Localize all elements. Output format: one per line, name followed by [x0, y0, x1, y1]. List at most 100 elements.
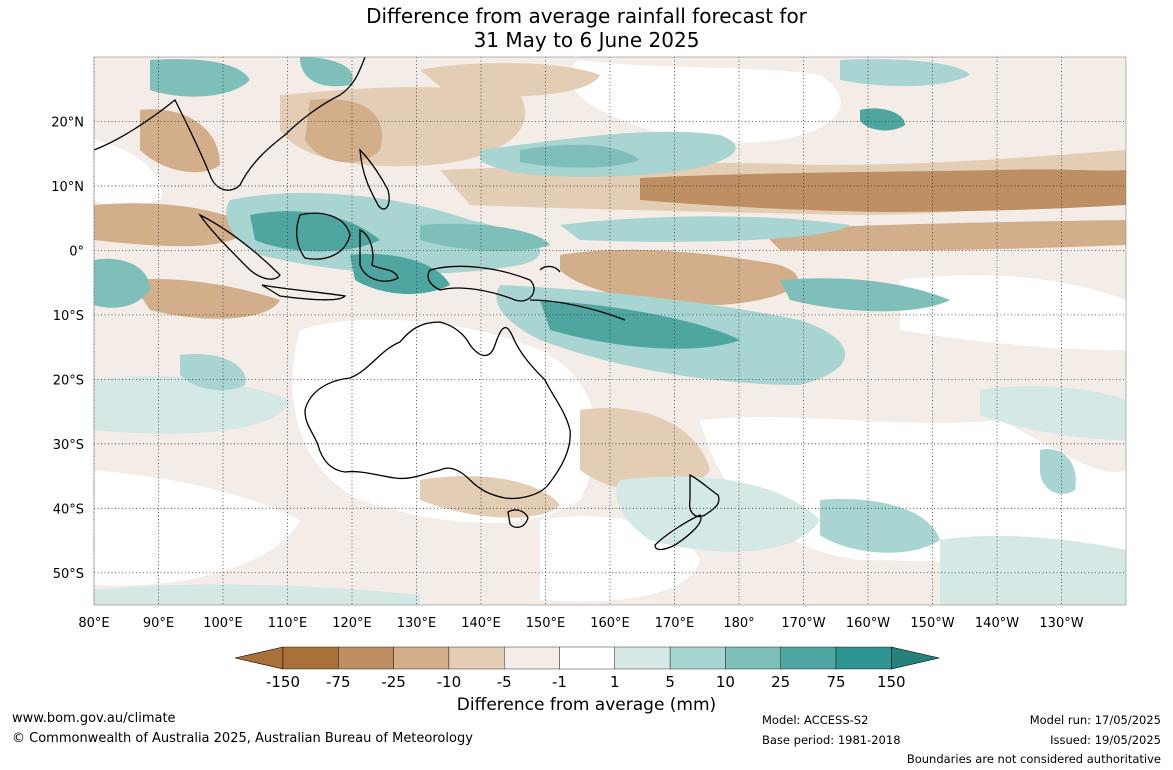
colorbar-tick-label: -75 — [326, 673, 351, 691]
wet-area — [420, 223, 550, 252]
dry-area — [580, 408, 710, 493]
latitude-tick-label: 10°S — [53, 309, 84, 324]
website-link[interactable]: www.bom.gov.au/climate — [12, 711, 176, 726]
longitude-tick-label: 90°E — [143, 616, 174, 631]
longitude-tick-label: 170°E — [655, 616, 695, 631]
australia-coastline — [304, 321, 571, 500]
wet-area — [820, 499, 940, 553]
colorbar-segment — [504, 646, 560, 670]
latitude-tick-label: 30°S — [53, 438, 84, 453]
longitude-tick-label: 140°W — [975, 616, 1019, 631]
wet-area — [560, 216, 850, 242]
longitude-tick-label: 80°E — [78, 616, 109, 631]
longitude-tick-label: 150°W — [910, 616, 954, 631]
new-guinea-coastline — [427, 265, 535, 302]
wet-area-light — [616, 476, 820, 552]
colorbar-extend-high — [890, 646, 940, 670]
longitude-tick-label: 180° — [723, 616, 754, 631]
latitude-tick-label: 20°S — [53, 373, 84, 388]
colorbar-title: Difference from average (mm) — [456, 695, 717, 715]
near-zero-area — [94, 470, 300, 586]
map-title: Difference from average rainfall forecas… — [0, 4, 1173, 52]
colorbar-segment — [780, 646, 837, 670]
solomon-islands-coastline — [529, 299, 626, 321]
latitude-tick-label: 40°S — [53, 502, 84, 517]
colorbar-tick-label: -10 — [437, 673, 462, 691]
longitude-tick-label: 150°E — [526, 616, 566, 631]
near-zero-area — [569, 60, 841, 143]
wet-area-strong — [860, 108, 905, 131]
colorbar-segment — [835, 646, 892, 670]
colorbar-segment — [393, 646, 450, 670]
colorbar-tick-label: -25 — [381, 673, 406, 691]
philippines-coastline — [359, 148, 390, 210]
copyright-text: © Commonwealth of Australia 2025, Austra… — [12, 731, 473, 746]
colorbar-extend-low — [234, 646, 284, 670]
title-line-2: 31 May to 6 June 2025 — [473, 28, 700, 52]
sulawesi-coastline — [359, 228, 399, 282]
longitude-tick-label: 140°E — [461, 616, 501, 631]
longitude-tick-label: 130°E — [397, 616, 437, 631]
latitude-tick-label: 50°S — [53, 567, 84, 582]
colorbar-segment — [338, 646, 394, 670]
longitude-tick-label: 120°E — [332, 616, 372, 631]
colorbar-tick-label: -5 — [497, 673, 512, 691]
base-period: Base period: 1981-2018 — [762, 733, 901, 747]
near-zero-area — [94, 140, 162, 206]
wet-area-light — [940, 535, 1126, 605]
wet-area-light — [94, 376, 290, 434]
colorbar-tick-label: -150 — [266, 673, 300, 691]
colorbar-tick-label: 150 — [877, 673, 906, 691]
tasmania-coastline — [507, 509, 529, 529]
near-zero-area — [900, 275, 1126, 350]
title-line-1: Difference from average rainfall forecas… — [366, 4, 807, 28]
wet-area-strong — [540, 300, 740, 349]
colorbar-segment — [559, 646, 615, 670]
longitude-labels: 80°E 90°E 100°E 110°E 120°E 130°E 140°E 150°E 16… — [78, 616, 1083, 631]
wet-area-light — [94, 584, 420, 605]
wet-area — [180, 354, 246, 391]
colorbar-segment — [282, 646, 339, 670]
wet-area — [150, 59, 250, 97]
colorbar-segment — [614, 646, 671, 670]
dry-area — [140, 109, 220, 173]
map-frame — [93, 56, 1127, 606]
coastlines — [94, 57, 720, 551]
dry-area — [560, 249, 798, 305]
dry-area — [94, 203, 250, 247]
model-run-date: Model run: 17/05/2025 — [1029, 713, 1161, 727]
borneo-coastline — [296, 212, 351, 260]
latitude-labels: 20°N 10°N 0° 10°S 20°S 30°S 40°S 50°S — [51, 115, 84, 581]
colorbar-tick-label: 5 — [665, 673, 675, 691]
colorbar-tick-label: -1 — [552, 673, 567, 691]
latitude-tick-label: 10°N — [51, 180, 84, 195]
near-zero-area — [292, 319, 597, 524]
model-name: Model: ACCESS-S2 — [762, 713, 869, 727]
wet-area-light — [980, 385, 1126, 440]
colorbar-tick-label: 10 — [716, 673, 735, 691]
latitude-tick-label: 0° — [69, 244, 84, 259]
dry-band — [760, 220, 1126, 251]
wet-area — [94, 258, 150, 308]
colorbar-tick-label: 25 — [771, 673, 790, 691]
wet-area — [840, 59, 970, 87]
colorbar-segment — [669, 646, 726, 670]
asia-coastline — [94, 57, 366, 191]
longitude-tick-label: 160°W — [846, 616, 890, 631]
gridlines — [93, 57, 1126, 605]
longitude-tick-label: 100°E — [203, 616, 243, 631]
boundary-disclaimer: Boundaries are not considered authoritat… — [906, 752, 1161, 766]
colorbar-segment — [725, 646, 781, 670]
dry-area — [420, 63, 600, 97]
dry-area — [130, 279, 280, 319]
dry-area — [420, 476, 560, 518]
nz-south-island-coastline — [654, 514, 702, 551]
colorbar-segment — [448, 646, 505, 670]
wet-area — [780, 278, 950, 312]
new-ireland-coastline — [539, 265, 561, 273]
longitude-tick-label: 110°E — [268, 616, 308, 631]
wet-area — [1040, 449, 1076, 494]
dry-band-strong — [640, 169, 1126, 212]
latitude-tick-label: 20°N — [51, 115, 84, 130]
